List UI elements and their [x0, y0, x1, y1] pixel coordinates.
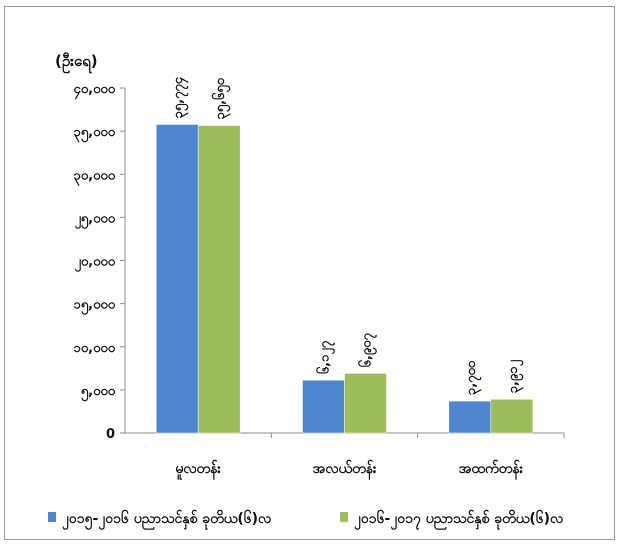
data-label: ၃၅,၇၇၄: [171, 76, 189, 118]
legend-entry: ၂၀၁၅-၂၀၁၆ ပညာသင်နှစ် ခုတိယ(၆)လ: [62, 510, 272, 530]
legend-entry: ၂၀၁၆-၂၀၁၇ ပညာသင်နှစ် ခုတိယ(၆)လ: [354, 510, 564, 530]
x-category-label: မူလတန်း: [175, 460, 221, 480]
y-tick-label: ၂ဝ,ဝဝဝ: [74, 255, 115, 273]
bar-2-1: [197, 125, 241, 434]
bar-1-1: [155, 124, 199, 434]
legend-swatch: [340, 512, 348, 522]
y-tick-label: ၁ဝ,ဝဝဝ: [74, 341, 116, 356]
bar-2-2: [344, 373, 387, 434]
y-tick-label: ၃၅,ဝဝဝ: [74, 125, 116, 143]
data-label: ၃,၉၁၂: [506, 359, 524, 393]
data-label: ၃၅,၆၅၀: [211, 77, 231, 119]
y-tick-label: ၂၅,ဝဝဝ: [74, 211, 115, 229]
x-category-label: အလယ်တန်း: [313, 460, 377, 480]
x-category-label: အထက်တန်း: [459, 460, 524, 480]
legend-swatch: [48, 512, 56, 522]
data-label: ၆,၁၂၇: [316, 340, 336, 374]
unit-label: (ဦးရေ): [55, 51, 98, 74]
y-tick-label: ၁၅,ဝဝဝ: [74, 298, 116, 316]
bar-2-3: [490, 399, 534, 434]
y-tick-label: 0: [106, 427, 115, 442]
bar-1-3: [448, 400, 492, 434]
data-label: ၆,၉၀၇: [358, 333, 378, 368]
bar-1-2: [302, 379, 345, 434]
data-label: ၃,၇၀၀: [464, 360, 482, 395]
y-tick-label: ၄ဝ,ဝဝဝ: [74, 82, 116, 100]
y-tick-label: ၅,ဝဝဝ: [81, 384, 116, 402]
y-tick-label: ၃ဝ,ဝဝဝ: [74, 168, 116, 186]
chart-frame: [4, 6, 615, 540]
